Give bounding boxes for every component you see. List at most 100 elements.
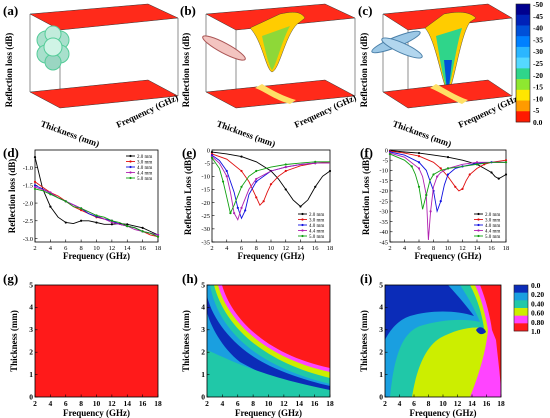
series-point (475, 163, 479, 166)
series-point (95, 221, 98, 224)
y-tick-label: 0 (379, 392, 383, 401)
series-point (262, 200, 265, 203)
y-tick-label: 5 (29, 280, 33, 289)
series-point (490, 171, 493, 174)
y-axis-label: Thickness (mm) (9, 310, 19, 372)
series-point (110, 221, 113, 224)
x-tick-label: 14 (296, 399, 304, 408)
y-tick-label: 0 (201, 392, 205, 401)
legend-marker (129, 154, 132, 158)
x-tick-label: 12 (109, 245, 116, 252)
series-point (504, 173, 508, 176)
y-tick-label: 2 (29, 348, 33, 357)
series-point (95, 214, 98, 217)
series-point (141, 230, 144, 233)
series-point (49, 193, 52, 196)
x-tick-label: 16 (483, 399, 491, 408)
y-tick-label: -10 (201, 174, 210, 181)
y-tick-label: 1 (379, 370, 383, 379)
x-tick-label: 8 (427, 399, 431, 408)
x-tick-label: 16 (311, 399, 319, 408)
series-point (33, 186, 37, 189)
colorbar-top-swatch (516, 25, 530, 37)
colorbar-bottom-tick-label: 0.80 (531, 318, 544, 327)
series-point (64, 221, 67, 224)
colorbar-bottom-swatch (514, 308, 528, 316)
x-tick-label: 10 (93, 399, 101, 408)
x-tick-label: 16 (139, 399, 147, 408)
series-point (64, 200, 67, 203)
x-tick-label: 18 (155, 245, 162, 252)
legend-marker (301, 218, 304, 221)
series-point (284, 165, 287, 169)
x-tick-label: 6 (64, 399, 68, 408)
series-point (255, 180, 258, 183)
series-point (461, 187, 464, 190)
x-tick-label: 12 (454, 399, 462, 408)
panel-label-f: (f) (360, 145, 373, 160)
y-axis-label: Reflection Loss (dB) (183, 157, 193, 235)
legend-marker (301, 229, 304, 232)
colorbar-bottom-swatch (514, 292, 528, 301)
series-line-4-4-mm (389, 152, 506, 241)
series-point (314, 185, 317, 188)
panel-b: (b) Reflection loss (dB) Thickness (mm) … (180, 3, 358, 149)
series-point (33, 155, 37, 159)
panel-c: (c) Reflection loss (dB) Thickness (mm) … (358, 3, 522, 149)
y-tick-label: 4 (379, 303, 383, 312)
x-tick-label: 8 (80, 245, 83, 252)
x-tick-label: 2 (388, 245, 391, 252)
y-tick-label: 1 (201, 370, 205, 379)
thickness-label-b: Thickness (mm) (215, 118, 276, 149)
series-point (425, 193, 428, 197)
x-tick-label: 2 (383, 399, 387, 408)
surface-valley-min (444, 60, 452, 96)
series-line-3-0-mm (211, 153, 331, 206)
x-axis-label: Frequency (GHz) (63, 251, 130, 261)
panel-label-c: (c) (358, 3, 372, 18)
x-tick-label: 18 (327, 245, 334, 252)
legend-marker (129, 176, 132, 180)
colorbar-bottom-swatch (514, 300, 528, 309)
legend-label: 5.0 mm (309, 235, 324, 240)
legend-label: 4.4 mm (485, 229, 500, 234)
colorbar-top-swatch (516, 14, 530, 26)
y-tick-label: 5 (201, 280, 205, 289)
colorbar-bottom-swatch (514, 315, 528, 324)
y-tick-label: -5 (205, 160, 210, 167)
thickness-label-c: Thickness (mm) (391, 118, 452, 149)
colorbar-bottom-swatch (514, 285, 528, 293)
series-point (468, 173, 471, 176)
x-tick-label: 4 (221, 399, 225, 408)
x-tick-label: 18 (326, 399, 334, 408)
y-tick-label: -40 (379, 229, 388, 236)
series-line-4-4-mm (211, 156, 330, 221)
series-point (454, 185, 457, 188)
colorbar-bottom-tick-label: 0.20 (531, 290, 544, 299)
x-tick-label: 4 (398, 399, 402, 408)
y-tick-label: -1.0 (23, 165, 33, 172)
colorbar-top-tick-label: -35 (533, 35, 543, 44)
y-tick-label: 4 (201, 303, 205, 312)
series-point (410, 165, 413, 168)
legend-marker (477, 223, 480, 227)
x-tick-label: 12 (108, 399, 116, 408)
x-tick-label: 2 (210, 245, 213, 252)
y-axis-label: Thickness (mm) (359, 310, 369, 372)
rod-icon (202, 35, 246, 61)
legend-marker (477, 218, 480, 221)
x-tick-label: 8 (255, 245, 258, 252)
y-tick-label: -25 (201, 213, 210, 220)
series-point (233, 211, 236, 215)
x-tick-label: 18 (497, 399, 505, 408)
x-tick-label: 8 (79, 399, 83, 408)
colorbar-top-tick-label: -45 (533, 12, 543, 21)
y-tick-label: 0 (385, 147, 388, 154)
y-tick-label: 3 (379, 325, 383, 334)
series-point (49, 205, 52, 208)
legend-label: 3.0 mm (485, 218, 500, 223)
x-axis-label: Frequency (GHz) (409, 408, 476, 418)
x-axis-label: Frequency (GHz) (63, 408, 130, 418)
series-point (126, 223, 129, 226)
